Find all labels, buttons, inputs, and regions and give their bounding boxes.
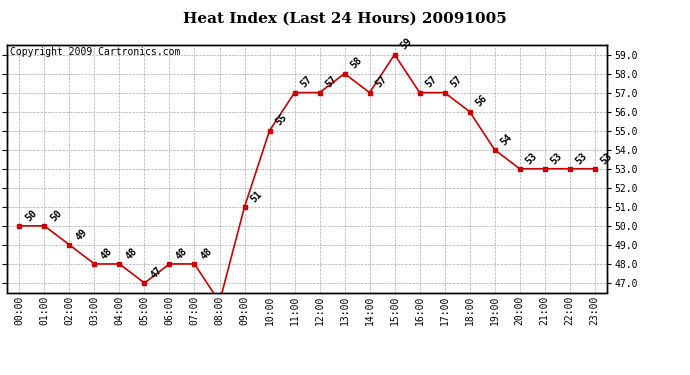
Text: 57: 57 (448, 75, 464, 90)
Text: 49: 49 (74, 227, 89, 242)
Text: 53: 53 (549, 151, 564, 166)
Text: 48: 48 (99, 246, 114, 261)
Text: Copyright 2009 Cartronics.com: Copyright 2009 Cartronics.com (10, 48, 180, 57)
Text: 58: 58 (348, 56, 364, 71)
Text: 47: 47 (148, 265, 164, 280)
Text: 54: 54 (499, 132, 514, 147)
Text: 50: 50 (23, 208, 39, 223)
Text: 46: 46 (0, 374, 1, 375)
Text: 53: 53 (574, 151, 589, 166)
Text: 57: 57 (324, 75, 339, 90)
Text: 48: 48 (199, 246, 214, 261)
Text: 53: 53 (524, 151, 539, 166)
Text: Heat Index (Last 24 Hours) 20091005: Heat Index (Last 24 Hours) 20091005 (183, 11, 507, 25)
Text: 48: 48 (124, 246, 139, 261)
Text: 51: 51 (248, 189, 264, 204)
Text: 48: 48 (174, 246, 189, 261)
Text: 57: 57 (424, 75, 439, 90)
Text: 57: 57 (299, 75, 314, 90)
Text: 59: 59 (399, 36, 414, 52)
Text: 50: 50 (48, 208, 64, 223)
Text: 55: 55 (274, 112, 289, 128)
Text: 53: 53 (599, 151, 614, 166)
Text: 57: 57 (374, 75, 389, 90)
Text: 56: 56 (474, 93, 489, 109)
